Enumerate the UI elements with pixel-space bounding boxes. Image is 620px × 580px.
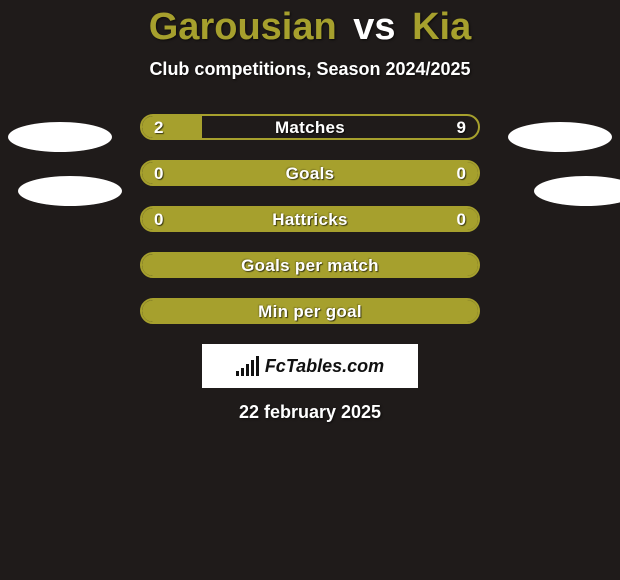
stat-label: Hattricks bbox=[142, 208, 478, 230]
stat-bar: Goals per match bbox=[140, 252, 480, 278]
stat-value-right: 9 bbox=[457, 116, 466, 138]
stat-bar: Hattricks0 0 bbox=[140, 206, 480, 232]
stat-label: Goals bbox=[142, 162, 478, 184]
stat-value-right: 0 bbox=[457, 162, 466, 184]
brand-text: FcTables.com bbox=[265, 356, 384, 377]
stat-bar: Min per goal bbox=[140, 298, 480, 324]
page-title: Garousian vs Kia bbox=[0, 0, 620, 49]
title-vs: vs bbox=[353, 6, 395, 48]
stat-label: Min per goal bbox=[142, 300, 478, 322]
brand-bar-segment bbox=[236, 371, 239, 376]
title-player-b: Kia bbox=[412, 6, 471, 48]
footer-date: 22 february 2025 bbox=[0, 402, 620, 423]
stat-row: Matches2 9 bbox=[140, 114, 480, 140]
brand-bar-segment bbox=[256, 356, 259, 376]
stat-value-right: 0 bbox=[457, 208, 466, 230]
stat-row: Goals per match bbox=[140, 252, 480, 278]
brand-bars-icon bbox=[236, 356, 259, 376]
brand-bar-segment bbox=[251, 360, 254, 376]
stat-row: Goals0 0 bbox=[140, 160, 480, 186]
brand-bar-segment bbox=[241, 368, 244, 376]
stat-bar: Goals0 0 bbox=[140, 160, 480, 186]
stat-value-left: 0 bbox=[154, 208, 163, 230]
stat-label: Goals per match bbox=[142, 254, 478, 276]
stat-value-left: 2 bbox=[154, 116, 163, 138]
stat-value-left: 0 bbox=[154, 162, 163, 184]
brand-bar-segment bbox=[246, 364, 249, 376]
stat-row: Min per goal bbox=[140, 298, 480, 324]
stat-row: Hattricks0 0 bbox=[140, 206, 480, 232]
stat-bar: Matches2 9 bbox=[140, 114, 480, 140]
brand-badge: FcTables.com bbox=[202, 344, 418, 388]
comparison-chart: Matches29Goals00Hattricks00Goals per mat… bbox=[0, 114, 620, 324]
title-player-a: Garousian bbox=[149, 6, 337, 48]
stat-label: Matches bbox=[142, 116, 478, 138]
subtitle: Club competitions, Season 2024/2025 bbox=[0, 59, 620, 80]
